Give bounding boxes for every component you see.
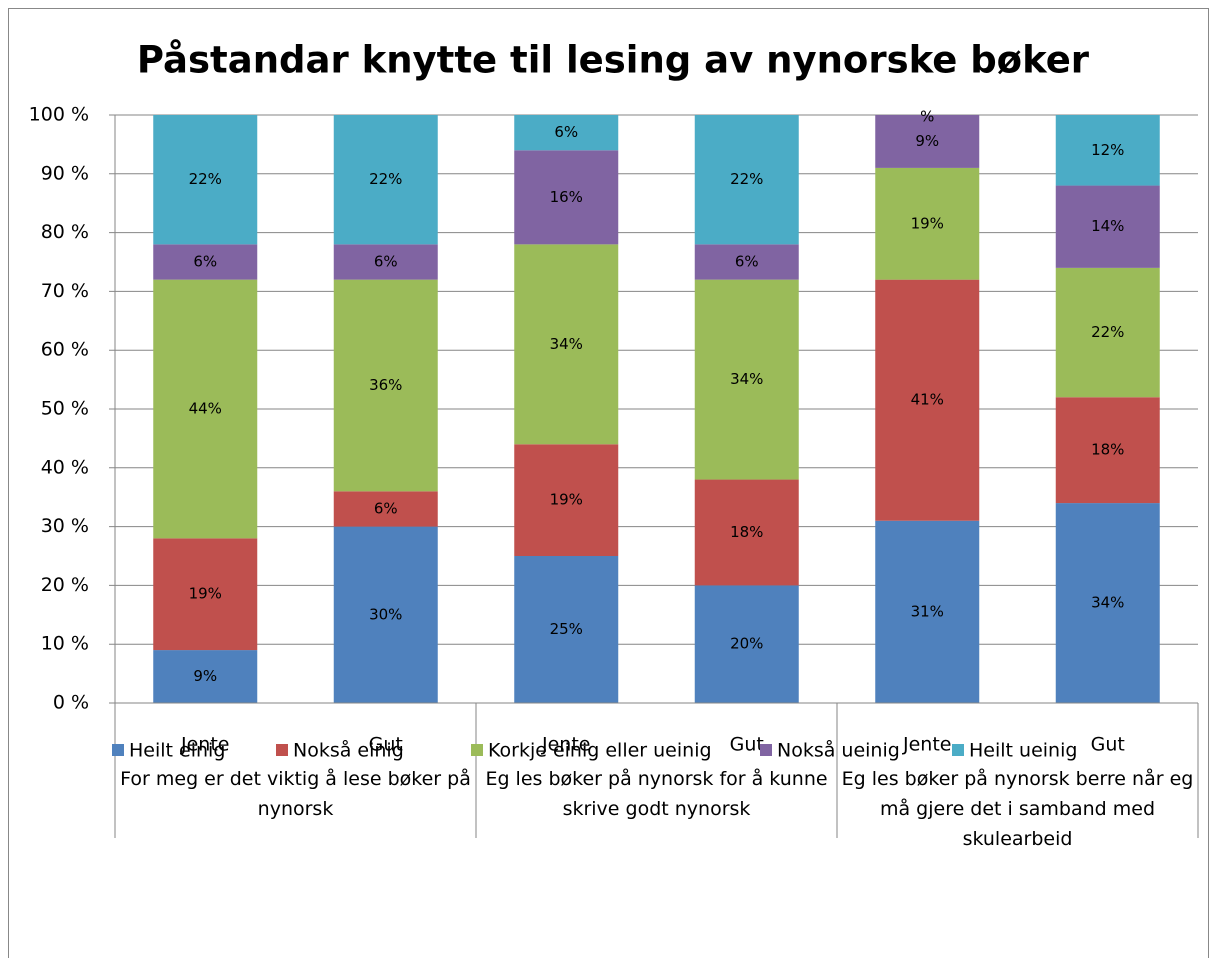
data-label: 18% bbox=[730, 523, 763, 541]
bar-segment bbox=[333, 526, 438, 703]
group-label: Eg les bøker på nynorsk berre når eg må … bbox=[841, 768, 1194, 850]
bar-segment bbox=[153, 244, 258, 280]
y-tick-label: 0 % bbox=[53, 692, 89, 714]
data-label: 6% bbox=[554, 123, 578, 141]
bar-segment bbox=[875, 279, 980, 521]
bar-segment bbox=[694, 279, 799, 480]
y-tick-label: 80 % bbox=[41, 221, 89, 243]
bar-segment bbox=[694, 244, 799, 280]
data-label: 41% bbox=[911, 391, 944, 409]
bar-segment bbox=[333, 244, 438, 280]
bar-segment bbox=[514, 150, 619, 245]
bar-segment bbox=[1055, 115, 1160, 186]
y-tick-label: 100 % bbox=[29, 104, 89, 126]
chart-title: Påstandar knytte til lesing av nynorske … bbox=[137, 39, 1090, 82]
bar-segment bbox=[153, 650, 258, 703]
chart-border bbox=[8, 8, 1209, 958]
y-tick-label: 60 % bbox=[41, 339, 89, 361]
y-tick-label: 10 % bbox=[41, 633, 89, 655]
x-tick-label: Jente bbox=[180, 734, 229, 756]
bar-segment bbox=[333, 115, 438, 245]
bar-segment bbox=[514, 115, 619, 151]
x-tick-label: Gut bbox=[730, 734, 764, 756]
bar-segment bbox=[514, 556, 619, 703]
group-label: Eg les bøker på nynorsk for å kunne skri… bbox=[485, 768, 828, 820]
data-label: 19% bbox=[550, 491, 583, 509]
data-label: 19% bbox=[189, 585, 222, 603]
y-tick-label: 30 % bbox=[41, 515, 89, 537]
bar-segment bbox=[694, 585, 799, 703]
bar-segment bbox=[1055, 185, 1160, 268]
bar-segment bbox=[875, 520, 980, 703]
data-label: 12% bbox=[1091, 141, 1124, 159]
y-tick-label: 90 % bbox=[41, 162, 89, 184]
legend-swatch bbox=[760, 744, 772, 756]
legend-swatch bbox=[112, 744, 124, 756]
bar-segment bbox=[153, 538, 258, 651]
bar-segment bbox=[153, 279, 258, 539]
bar-segment bbox=[875, 115, 980, 168]
y-tick-label: 70 % bbox=[41, 280, 89, 302]
data-label: 30% bbox=[369, 605, 402, 623]
data-label: 22% bbox=[1091, 323, 1124, 341]
data-label: 16% bbox=[550, 188, 583, 206]
data-label: 25% bbox=[550, 620, 583, 638]
y-tick-label: 40 % bbox=[41, 456, 89, 478]
bar-segment bbox=[694, 479, 799, 586]
data-label: 36% bbox=[369, 376, 402, 394]
bar-segment bbox=[514, 444, 619, 556]
data-label: 34% bbox=[730, 370, 763, 388]
bar-segment bbox=[1055, 267, 1160, 398]
y-tick-label: 50 % bbox=[41, 398, 89, 420]
data-label: 9% bbox=[915, 132, 939, 150]
bar-segment bbox=[153, 115, 258, 245]
data-label: 9% bbox=[193, 667, 217, 685]
data-label: 22% bbox=[189, 170, 222, 188]
data-label: 20% bbox=[730, 635, 763, 653]
data-label: 31% bbox=[911, 602, 944, 620]
data-label: 6% bbox=[374, 253, 398, 271]
x-tick-label: Gut bbox=[369, 734, 403, 756]
bar-segment bbox=[333, 279, 438, 492]
x-tick-label: Jente bbox=[902, 734, 951, 756]
legend-label: Nokså ueinig bbox=[777, 739, 900, 762]
data-label: 34% bbox=[550, 335, 583, 353]
y-tick-label: 20 % bbox=[41, 574, 89, 596]
data-label: 14% bbox=[1091, 217, 1124, 235]
data-label: 18% bbox=[1091, 441, 1124, 459]
bar-segment bbox=[875, 167, 980, 280]
data-label: 22% bbox=[369, 170, 402, 188]
bar-segment bbox=[514, 244, 619, 445]
x-tick-label: Gut bbox=[1091, 734, 1125, 756]
x-tick-label: Jente bbox=[541, 734, 590, 756]
bar-segment bbox=[694, 115, 799, 245]
legend-label: Heilt ueinig bbox=[969, 740, 1077, 762]
legend-swatch bbox=[471, 744, 483, 756]
data-label: 44% bbox=[189, 400, 222, 418]
legend-label: Nokså einig bbox=[293, 739, 404, 762]
data-label: 22% bbox=[730, 170, 763, 188]
legend-swatch bbox=[276, 744, 288, 756]
bar-segment bbox=[333, 491, 438, 527]
data-label: 6% bbox=[374, 499, 398, 517]
bar-segment bbox=[1055, 397, 1160, 504]
data-label: 34% bbox=[1091, 594, 1124, 612]
bar-segment bbox=[1055, 503, 1160, 703]
data-label: % bbox=[920, 108, 934, 126]
data-label: 19% bbox=[911, 214, 944, 232]
group-label: For meg er det viktig å lese bøker på ny… bbox=[120, 768, 471, 820]
data-label: 6% bbox=[193, 253, 217, 271]
data-label: 6% bbox=[735, 253, 759, 271]
legend-swatch bbox=[952, 744, 964, 756]
legend-label: Korkje einig eller ueinig bbox=[488, 740, 712, 762]
legend-label: Heilt einig bbox=[129, 740, 225, 762]
